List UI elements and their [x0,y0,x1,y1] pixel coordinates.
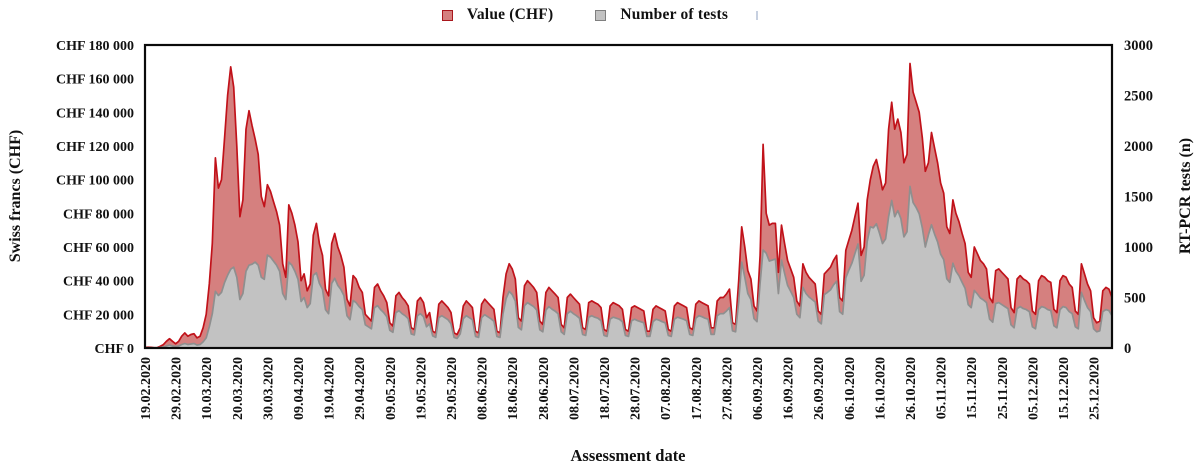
x-tick-label: 09.04.2020 [292,357,307,420]
y-right-tick-label: 500 [1124,291,1146,307]
y-left-tick-label: CHF 80 000 [63,207,134,222]
x-tick-label: 29.05.2020 [445,357,460,420]
legend: Value (CHF) Number of tests [0,6,1200,24]
y-right-tick-label: 1500 [1124,190,1153,206]
x-tick-label: 26.09.2020 [812,357,827,420]
x-tick-label: 08.06.2020 [476,357,491,420]
y-right-tick-label: 0 [1124,341,1131,357]
x-tick-label: 08.07.2020 [567,357,582,420]
y-right-tick-label: 2000 [1124,139,1153,155]
x-tick-label: 16.10.2020 [873,357,888,420]
x-tick-label: 15.12.2020 [1057,357,1072,420]
x-tick-label: 28.06.2020 [537,357,552,420]
y-left-tick-label: CHF 160 000 [56,73,134,88]
x-tick-label: 19.02.2020 [139,357,154,420]
x-tick-label: 27.08.2020 [720,357,735,420]
x-tick-label: 30.03.2020 [261,357,276,420]
y-left-tick-label: CHF 180 000 [56,39,134,54]
y-left-tick-label: CHF 120 000 [56,140,134,155]
x-tick-label: 28.07.2020 [629,357,644,420]
value-legend-swatch-icon [441,9,453,21]
x-tick-label: 26.10.2020 [904,357,919,420]
x-tick-label: 20.03.2020 [231,357,246,420]
x-tick-label: 19.05.2020 [414,357,429,420]
y-left-tick-label: CHF 60 000 [63,241,134,256]
plot-border [143,43,1114,350]
x-axis-title: Assessment date [570,446,686,465]
y-right-axis-title: RT-PCR tests (n) [1177,137,1194,255]
x-tick-label: 07.08.2020 [659,357,674,420]
x-tick-label: 09.05.2020 [384,357,399,420]
legend-stray-mark [756,10,759,20]
x-tick-label: 29.04.2020 [353,357,368,420]
x-tick-label: 06.09.2020 [751,357,766,420]
y-left-axis-title: Swiss francs (CHF) [7,129,24,263]
tests-area-fill [145,186,1112,348]
y-left-tick-label: CHF 100 000 [56,174,134,189]
y-right-tick-label: 1000 [1124,240,1153,256]
legend-item-value: Value (CHF) [441,6,554,24]
x-tick-label: 18.06.2020 [506,357,521,420]
x-tick-label: 17.08.2020 [690,357,705,420]
y-left-tick-label: CHF 20 000 [63,308,134,323]
tests-area-line [145,185,1113,349]
y-left-tick-label: CHF 140 000 [56,106,134,121]
x-tick-label: 19.04.2020 [323,357,338,420]
x-tick-label: 06.10.2020 [843,357,858,420]
x-tick-label: 05.12.2020 [1026,357,1041,420]
x-tick-label: 10.03.2020 [200,357,215,420]
y-left-tick-label: CHF 40 000 [63,275,134,290]
legend-label-tests: Number of tests [620,6,729,23]
legend-item-tests: Number of tests [595,6,728,24]
x-tick-label: 18.07.2020 [598,357,613,420]
x-tick-label: 15.11.2020 [965,357,980,419]
x-tick-label: 16.09.2020 [782,357,797,420]
x-tick-label: 29.02.2020 [170,357,185,420]
y-right-tick-label: 2500 [1124,89,1153,105]
x-tick-label: 05.11.2020 [935,357,950,419]
x-tick-label: 25.12.2020 [1088,357,1103,420]
y-left-tick-label: CHF 0 [94,342,134,357]
tests-legend-swatch-icon [595,9,607,21]
value-area-line [144,62,1113,349]
y-right-tick-label: 3000 [1124,38,1153,54]
legend-label-value: Value (CHF) [466,6,554,23]
x-tick-label: 25.11.2020 [996,357,1011,419]
